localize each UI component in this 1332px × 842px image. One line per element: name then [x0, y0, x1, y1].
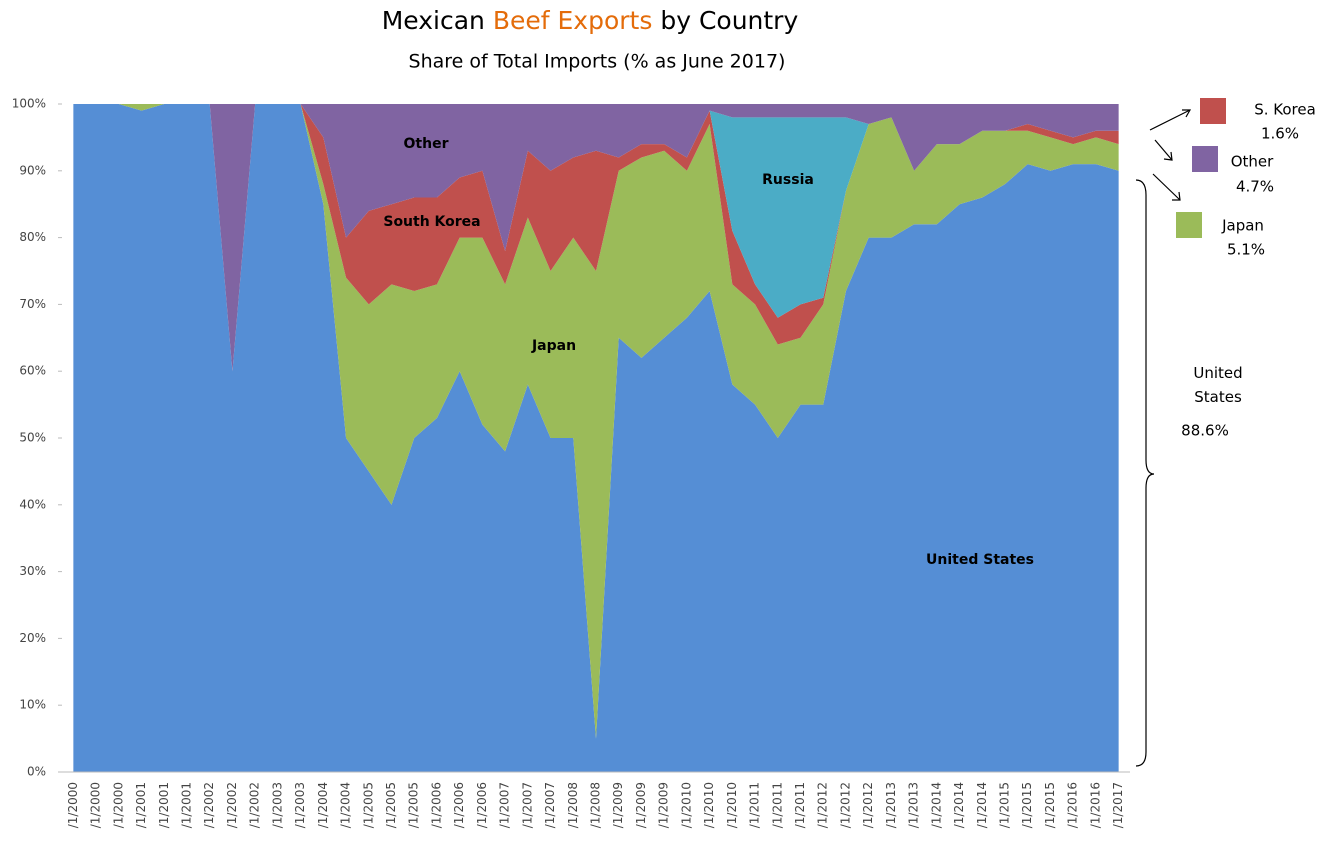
x-tick-label: /1/2016 [1066, 782, 1080, 828]
x-tick-label: /1/2000 [66, 782, 80, 828]
area [73, 104, 1119, 372]
arrow-head [1172, 191, 1181, 201]
callout-label: S. Korea [1254, 101, 1316, 119]
x-labels: /1/2000/1/2000/1/2000/1/2001/1/2001/1/20… [66, 782, 1125, 828]
legend-swatch [1176, 212, 1202, 238]
x-tick-label: /1/2010 [702, 782, 716, 828]
x-tick-label: /1/2002 [202, 782, 216, 828]
callout-label: Other [1231, 153, 1274, 171]
x-tick-label: /1/2006 [429, 782, 443, 828]
area [73, 104, 1119, 372]
x-tick-label: /1/2002 [225, 782, 239, 828]
x-tick-label: /1/2005 [384, 782, 398, 828]
x-tick-label: /1/2000 [111, 782, 125, 828]
y-tick-label: 100% [12, 97, 46, 111]
brace [1135, 179, 1155, 767]
chart-title: Mexican Beef Exports by Country [382, 6, 799, 35]
x-tick-label: /1/2008 [566, 782, 580, 828]
x-tick-label: /1/2000 [89, 782, 103, 828]
x-tick-label: /1/2011 [748, 782, 762, 828]
title-part: Mexican [382, 6, 485, 35]
x-tick-label: /1/2002 [248, 782, 262, 828]
x-tick-label: /1/2013 [884, 782, 898, 828]
series-label: South Korea [383, 214, 480, 230]
area [73, 104, 1119, 739]
x-tick-label: /1/2012 [838, 782, 852, 828]
x-tick-label: /1/2004 [316, 782, 330, 828]
x-tick-label: /1/2014 [975, 782, 989, 828]
x-tick-label: /1/2007 [520, 782, 534, 828]
y-tick-label: 80% [19, 230, 46, 244]
x-tick-label: /1/2001 [157, 782, 171, 828]
x-tick-label: /1/2014 [929, 782, 943, 828]
y-tick-label: 90% [19, 163, 46, 177]
y-tick-label: 20% [19, 631, 46, 645]
series-label: United States [926, 552, 1034, 568]
arrow [1149, 109, 1191, 131]
callouts: S. Korea 1.6% Other 4.7% Japan 5.1% United Stat… [1176, 98, 1316, 440]
area [73, 104, 1119, 772]
x-tick-label: /1/2003 [270, 782, 284, 828]
x-tick-label: /1/2001 [134, 782, 148, 828]
x-tick-label: /1/2010 [725, 782, 739, 828]
y-tick-label: 60% [19, 364, 46, 378]
x-tick-label: /1/2008 [589, 782, 603, 828]
arrow-head [1182, 109, 1192, 118]
callout-value: 88.6% [1181, 422, 1229, 440]
title-highlight: Beef Exports [493, 6, 653, 35]
x-tick-label: /1/2016 [1088, 782, 1102, 828]
callout-value: 4.7% [1236, 178, 1274, 196]
y-tick-label: 30% [19, 564, 46, 578]
y-tick-label: 40% [19, 497, 46, 511]
x-tick-label: /1/2006 [475, 782, 489, 828]
chart-subtitle: Share of Total Imports (% as June 2017) [409, 51, 786, 73]
x-tick-label: /1/2015 [1043, 782, 1057, 828]
x-tick-label: /1/2009 [611, 782, 625, 828]
y-tick-label: 0% [27, 765, 46, 779]
callout-value: 1.6% [1261, 125, 1299, 143]
x-tick-label: /1/2013 [907, 782, 921, 828]
arrow-head [1163, 151, 1173, 161]
x-tick-label: /1/2001 [179, 782, 193, 828]
series-label: Other [404, 136, 449, 152]
x-tick-label: /1/2007 [498, 782, 512, 828]
x-tick-label: /1/2017 [1111, 782, 1125, 828]
x-tick-label: /1/2014 [952, 782, 966, 828]
legend-swatch [1200, 98, 1226, 124]
x-tick-label: /1/2012 [861, 782, 875, 828]
y-tick-label: 50% [19, 431, 46, 445]
x-tick-label: /1/2009 [657, 782, 671, 828]
legend-swatch [1192, 146, 1218, 172]
x-tick-label: /1/2004 [339, 782, 353, 828]
y-tick-label: 70% [19, 297, 46, 311]
plot-area: 0% 10% 20% 30% 40% 50% 60% 70% 80% 90% 100% United … [12, 97, 1130, 779]
arrow [1152, 173, 1181, 201]
x-tick-label: /1/2011 [793, 782, 807, 828]
x-tick-label: /1/2015 [998, 782, 1012, 828]
series-label: Japan [531, 338, 576, 354]
x-tick-label: /1/2006 [452, 782, 466, 828]
x-tick-label: /1/2009 [634, 782, 648, 828]
callout-value: 5.1% [1227, 241, 1265, 259]
title-part: by Country [660, 6, 798, 35]
series-label: Russia [762, 172, 814, 188]
x-tick-label: /1/2010 [679, 782, 693, 828]
x-tick-label: /1/2005 [407, 782, 421, 828]
callout-arrows [1135, 109, 1192, 767]
callout-label: Japan [1221, 217, 1264, 235]
y-tick-label: 10% [19, 698, 46, 712]
x-tick-label: /1/2015 [1020, 782, 1034, 828]
x-tick-label: /1/2007 [543, 782, 557, 828]
x-tick-label: /1/2003 [293, 782, 307, 828]
callout-label: United States [1193, 364, 1242, 406]
arrow [1154, 139, 1173, 161]
x-tick-label: /1/2012 [816, 782, 830, 828]
x-tick-label: /1/2011 [770, 782, 784, 828]
x-tick-label: /1/2005 [361, 782, 375, 828]
